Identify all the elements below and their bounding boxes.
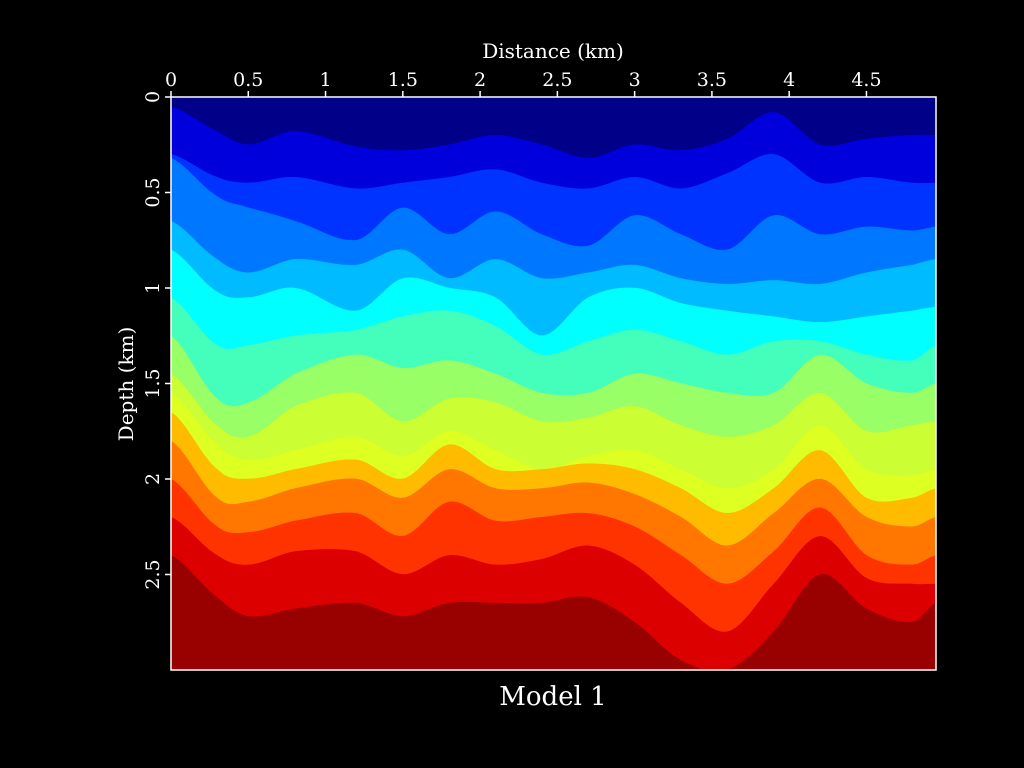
chart-title: Model 1 [499,682,606,712]
x-tick-label: 0 [165,69,177,91]
x-axis-ticks: 0 0.5 1 1.5 2 2.5 3 3.5 4 4.5 [165,69,882,97]
y-tick-label: 0.5 [142,177,164,207]
x-tick-label: 0.5 [233,69,263,91]
x-tick-label: 2 [474,69,486,91]
velocity-layer-15 [171,555,936,670]
y-tick-label: 1 [142,282,164,294]
x-tick-label: 4 [783,69,795,91]
x-tick-label: 1 [319,69,331,91]
y-tick-label: 1.5 [142,368,164,398]
y-tick-label: 2.5 [142,559,164,589]
x-tick-label: 3.5 [697,69,727,91]
y-axis-ticks: 0 0.5 1 1.5 2 2.5 [142,91,171,590]
y-tick-label: 2 [142,473,164,485]
x-tick-label: 1.5 [388,69,418,91]
x-tick-label: 4.5 [851,69,881,91]
x-tick-label: 3 [629,69,641,91]
y-axis-label: Depth (km) [114,327,138,442]
velocity-layers [171,97,936,670]
x-axis-label: Distance (km) [482,39,624,63]
x-tick-label: 2.5 [542,69,572,91]
y-tick-label: 0 [142,91,164,103]
